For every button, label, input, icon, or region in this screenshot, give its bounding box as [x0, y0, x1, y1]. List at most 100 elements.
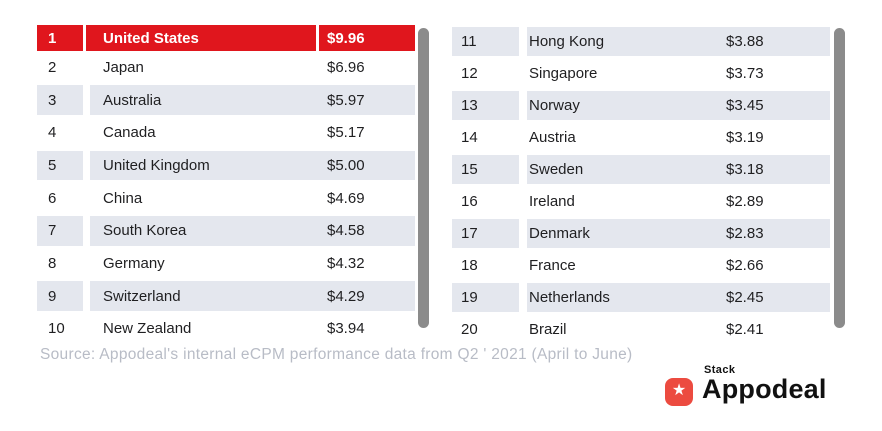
rank-cell: 7	[37, 215, 83, 246]
table-row: 11 Hong Kong $3.88	[452, 25, 830, 57]
table-row: 16 Ireland $2.89	[452, 185, 830, 217]
rank-cell: 4	[48, 124, 57, 142]
country-cell: Hong Kong $3.88	[527, 26, 830, 56]
table-row: 14 Austria $3.19	[452, 121, 830, 153]
country-label: United Kingdom	[103, 156, 210, 174]
country-cell: Ireland $2.89	[527, 185, 830, 217]
ecpm-value: $2.45	[726, 288, 764, 306]
rank-cell: 14	[461, 128, 478, 146]
table-row: 13 Norway $3.45	[452, 89, 830, 121]
table-row: 15 Sweden $3.18	[452, 153, 830, 185]
rank-cell: 12	[461, 64, 478, 82]
rank-cell: 9	[37, 281, 83, 311]
star-icon: ★	[671, 382, 687, 399]
country-cell: Brazil $2.41	[527, 313, 830, 345]
appodeal-badge: ★	[665, 378, 693, 406]
rank-cell: 2	[48, 58, 57, 76]
rank-cell: 10	[48, 320, 65, 338]
country-label: Japan	[103, 58, 144, 76]
ecpm-value: $2.83	[726, 224, 764, 242]
country-label: France	[529, 256, 576, 274]
country-label: Ireland	[529, 192, 575, 210]
country-cell: France $2.66	[527, 249, 830, 281]
country-cell: Austria $3.19	[527, 121, 830, 153]
table-row: 2 Japan $6.96	[37, 51, 415, 84]
ecpm-value: $3.45	[726, 96, 764, 114]
ecpm-value: $4.32	[327, 254, 365, 272]
country-label: Germany	[103, 254, 165, 272]
country-cell: South Korea $4.58	[90, 215, 415, 246]
ecpm-value: $2.89	[726, 192, 764, 210]
ecpm-value: $3.94	[327, 320, 365, 338]
ecpm-value: $6.96	[327, 58, 365, 76]
scrollbar-thumb-left[interactable]	[418, 28, 429, 328]
table-row: 17 Denmark $2.83	[452, 217, 830, 249]
ecpm-value: $4.69	[327, 189, 365, 207]
table-row: 18 France $2.66	[452, 249, 830, 281]
ecpm-value: $3.88	[726, 32, 764, 50]
rank-cell: 13	[452, 90, 519, 120]
country-label: Sweden	[529, 160, 584, 178]
ecpm-value: $9.96	[327, 29, 365, 47]
scrollbar-thumb-right[interactable]	[834, 28, 845, 328]
country-label: Brazil	[529, 320, 567, 338]
appodeal-logo: ★ Stack Appodeal	[665, 363, 855, 409]
country-cell: Netherlands $2.45	[527, 282, 830, 312]
country-label: Australia	[103, 91, 162, 109]
rank-cell: 20	[461, 320, 478, 338]
country-cell: United Kingdom $5.00	[90, 150, 415, 181]
logo-stack-label: Stack	[704, 364, 736, 376]
rank-cell: 8	[48, 254, 57, 272]
rank-cell: 18	[461, 256, 478, 274]
table-row: 7 South Korea $4.58	[37, 214, 415, 247]
ecpm-value: $5.17	[327, 124, 365, 142]
logo-name-label: Appodeal	[702, 374, 827, 404]
country-label: Switzerland	[103, 287, 181, 305]
ecpm-value: $4.29	[327, 287, 365, 305]
country-label: Austria	[529, 128, 576, 146]
table-row: 10 New Zealand $3.94	[37, 313, 415, 346]
country-cell: New Zealand $3.94	[90, 313, 415, 346]
ecpm-value: $3.73	[726, 64, 764, 82]
rank-cell: 16	[461, 192, 478, 210]
table-row: 9 Switzerland $4.29	[37, 280, 415, 313]
source-note: Source: Appodeal's internal eCPM perform…	[40, 346, 633, 363]
country-label: New Zealand	[103, 320, 192, 338]
country-label: South Korea	[103, 222, 187, 240]
rank-cell: 19	[452, 282, 519, 312]
table-row: 12 Singapore $3.73	[452, 57, 830, 89]
country-cell: Sweden $3.18	[527, 154, 830, 184]
ecpm-value: $5.00	[327, 156, 365, 174]
rank-cell: 5	[37, 150, 83, 181]
country-cell: Germany $4.32	[90, 247, 415, 280]
rank-cell: 3	[37, 85, 83, 115]
table-row: 4 Canada $5.17	[37, 116, 415, 149]
table-row: 1 United States $9.96	[37, 25, 415, 51]
country-cell: Singapore $3.73	[527, 57, 830, 89]
country-label: Netherlands	[529, 288, 610, 306]
table-row: 19 Netherlands $2.45	[452, 281, 830, 313]
country-label: Hong Kong	[529, 32, 605, 50]
country-label: China	[103, 189, 143, 207]
ecpm-value: $2.41	[726, 320, 764, 338]
country-label: United States	[103, 29, 199, 47]
rank-cell: 15	[452, 154, 519, 184]
table-row: 8 Germany $4.32	[37, 247, 415, 280]
ranking-table-1-10: 1 United States $9.96 2 Japan $6.96 3 Australia…	[37, 25, 415, 345]
ecpm-value: $3.18	[726, 160, 764, 178]
table-row: 20 Brazil $2.41	[452, 313, 830, 345]
ecpm-value: $4.58	[327, 222, 365, 240]
rank-cell: 17	[452, 218, 519, 248]
country-cell: Japan $6.96	[90, 51, 415, 84]
country-cell: Denmark $2.83	[527, 218, 830, 248]
table-row: 3 Australia $5.97	[37, 84, 415, 117]
country-cell: Australia $5.97	[90, 85, 415, 115]
ecpm-value: $3.19	[726, 128, 764, 146]
rank-cell: 11	[452, 26, 519, 56]
ecpm-value: $5.97	[327, 91, 365, 109]
country-cell: Canada $5.17	[90, 116, 415, 149]
rank-cell: 1	[48, 29, 57, 47]
country-label: Canada	[103, 124, 156, 142]
rank-cell: 6	[48, 189, 57, 207]
country-cell: Switzerland $4.29	[90, 281, 415, 311]
